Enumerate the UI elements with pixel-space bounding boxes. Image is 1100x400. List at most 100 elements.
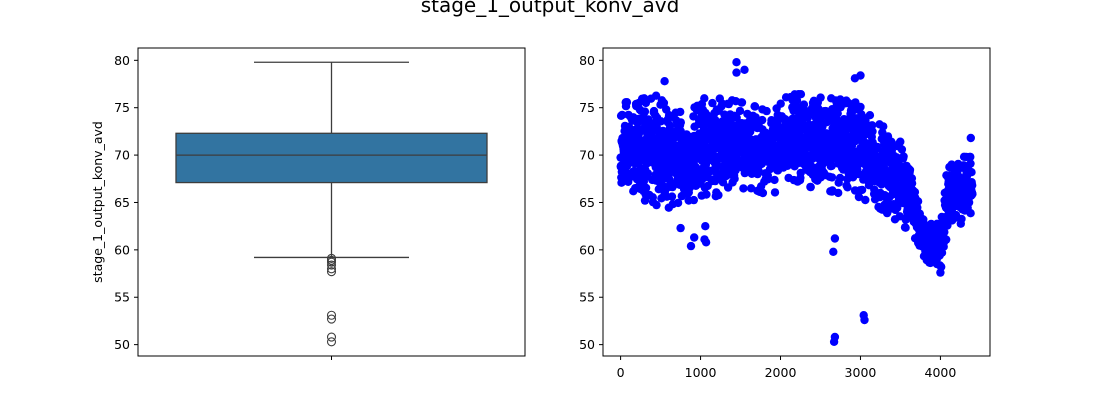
scatter-point [714, 190, 723, 200]
scatter-point [622, 98, 632, 107]
scatter-point [865, 111, 875, 120]
scatter-point [829, 337, 839, 346]
scatter-point [942, 235, 951, 244]
iqr-box [175, 132, 488, 184]
scatter-point [953, 165, 963, 175]
outlier-point [326, 264, 337, 274]
scatter-point [867, 121, 877, 130]
scatter-point [690, 233, 699, 242]
scatter-point [861, 195, 870, 205]
scatter-point [850, 74, 860, 83]
scatter-point [732, 113, 741, 122]
boxplot-marks [175, 61, 488, 347]
scatter-point [770, 188, 780, 197]
outlier-point [326, 337, 337, 347]
scatter-point [652, 200, 661, 210]
scatter-point [701, 238, 711, 247]
boxplot-y-tick-label: 50 [114, 337, 130, 352]
scatter-point [913, 197, 923, 206]
scatter-point [702, 190, 711, 199]
scatter-x-tick-label: 4000 [925, 365, 957, 380]
scatter-point [873, 142, 882, 152]
scatter-x-tick-label: 2000 [765, 365, 797, 380]
outlier-point [326, 314, 337, 324]
scatter-point [763, 175, 773, 184]
scatter-point [957, 214, 966, 224]
boxplot-y-tick-label: 55 [114, 290, 130, 305]
scatter-point [857, 185, 867, 195]
scatter-point [901, 223, 910, 232]
boxplot-panel: 50 55 60 65 70 75 80 stage_1_output_konv_avd [90, 47, 526, 360]
scatter-point [830, 234, 840, 243]
scatter-point [966, 159, 975, 168]
scatter-y-tick-label: 80 [579, 53, 595, 68]
scatter-point [770, 175, 779, 185]
scatter-points [616, 58, 977, 346]
scatter-point [899, 152, 908, 161]
scatter-y-ticks: 50 55 60 65 70 75 80 [579, 53, 603, 352]
boxplot-y-tick-label: 65 [114, 195, 130, 210]
scatter-x-tick-label: 1000 [685, 365, 717, 380]
boxplot-y-axis-label: stage_1_output_konv_avd [90, 121, 105, 283]
scatter-x-tick-label: 3000 [845, 365, 877, 380]
scatter-point [746, 184, 756, 193]
scatter-point [776, 99, 785, 108]
scatter-point [860, 315, 869, 325]
scatter-point [879, 122, 888, 131]
scatter-point [732, 58, 741, 67]
scatter-point [708, 98, 717, 108]
scatter-point [700, 94, 709, 103]
scatter-point [691, 162, 700, 172]
scatter-x-tick-label: 0 [617, 365, 625, 380]
scatter-point [799, 100, 809, 109]
scatter-point [827, 173, 837, 182]
scatter-point [737, 98, 747, 107]
scatter-point [964, 198, 974, 207]
scatter-point [833, 109, 842, 118]
scatter-point [897, 145, 907, 154]
scatter-y-tick-label: 50 [579, 337, 595, 352]
outlier-point [326, 310, 337, 320]
scatter-point [732, 68, 741, 77]
scatter-point [686, 241, 696, 251]
scatter-point [887, 137, 896, 146]
scatter-point [701, 222, 710, 231]
scatter-y-tick-label: 65 [579, 195, 595, 210]
scatter-point [868, 127, 877, 136]
outlier-point [326, 257, 337, 267]
boxplot-y-tick-label: 70 [114, 148, 130, 163]
scatter-point [758, 115, 767, 125]
scatter-y-tick-label: 60 [579, 242, 595, 257]
scatter-point [966, 133, 975, 143]
scatter-point [870, 185, 879, 194]
scatter-point [643, 169, 653, 178]
scatter-point [660, 77, 669, 86]
scatter-point [751, 114, 761, 124]
scatter-panel: 50 55 60 65 70 75 80 0 1000 2000 3000 4000 [579, 47, 991, 380]
boxplot-y-tick-label: 60 [114, 242, 130, 257]
scatter-point [762, 106, 771, 116]
outlier-point [326, 267, 337, 277]
figure-title: stage_1_output_konv_avd [421, 0, 680, 17]
scatter-point [651, 91, 661, 100]
scatter-y-tick-label: 55 [579, 290, 595, 305]
scatter-point [835, 173, 845, 183]
outlier-point [326, 260, 337, 270]
scatter-point [966, 152, 975, 162]
scatter-point [896, 137, 905, 146]
boxplot-y-tick-label: 80 [114, 53, 130, 68]
scatter-point [856, 102, 865, 112]
scatter-point [673, 198, 683, 208]
scatter-point [940, 227, 949, 237]
scatter-point [796, 90, 806, 99]
scatter-point [641, 183, 651, 193]
scatter-point [676, 107, 685, 117]
scatter-point [905, 165, 915, 175]
scatter-point [758, 188, 768, 198]
scatter-point [827, 161, 836, 171]
scatter-point [735, 106, 745, 116]
scatter-point [843, 183, 852, 192]
scatter-point [854, 192, 864, 202]
scatter-point [907, 179, 917, 188]
scatter-point [667, 192, 677, 201]
